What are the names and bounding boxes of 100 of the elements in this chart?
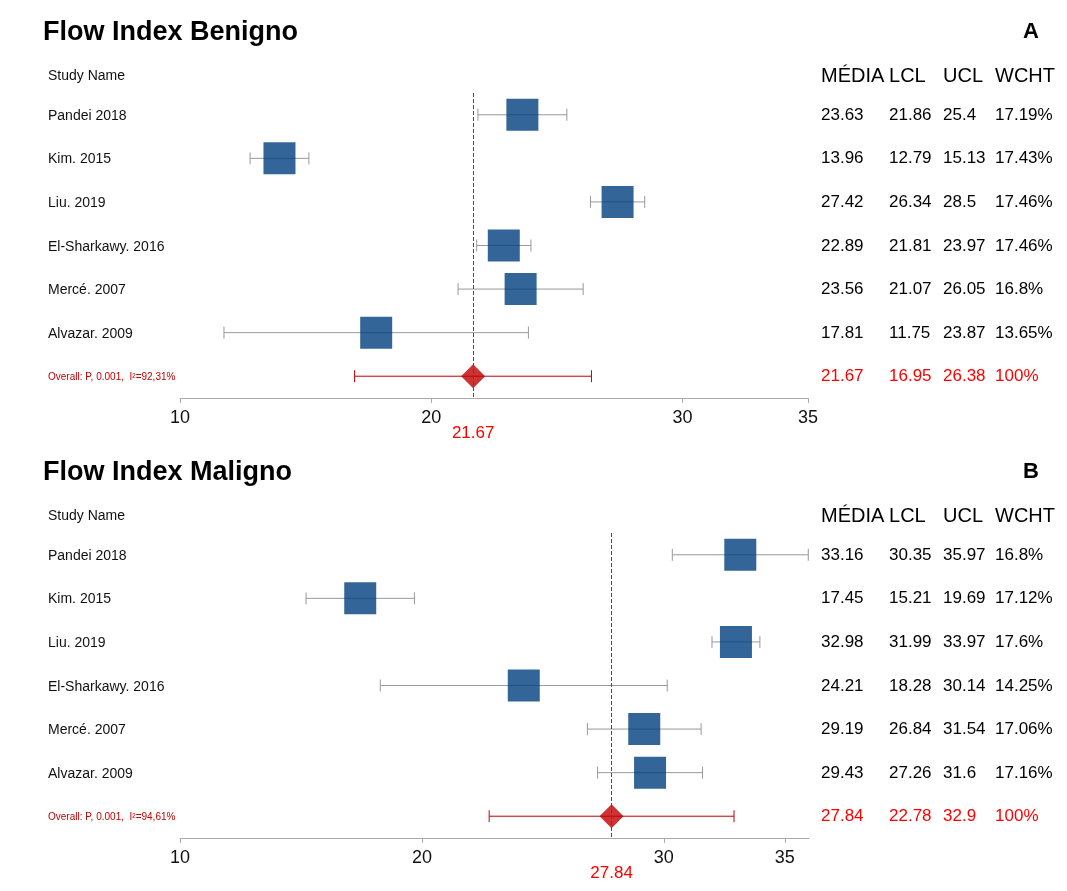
y-tick-label: Overall: P, 0.001, I²=92,31% (48, 370, 176, 382)
ref-line-label: 21.67 (451, 423, 495, 442)
text: A (1023, 18, 1039, 44)
category-label: UCL (943, 503, 984, 527)
text: 26.38 (943, 366, 986, 386)
text: 33.16 (821, 544, 864, 564)
text: 28.5 (943, 191, 977, 211)
text: 22.78 (889, 806, 932, 826)
y-tick-label: Kim. 2015 (48, 150, 112, 167)
text: 21.67 (821, 366, 864, 386)
category-label: MÉDIA (821, 503, 885, 527)
text: 27.26 (889, 762, 932, 782)
y-tick-label: Pandei 2018 (48, 106, 127, 123)
text: 22.89 (821, 235, 864, 255)
y-axis-title: Study Name (48, 507, 126, 523)
text: 33.97 (943, 631, 986, 651)
text: 13.65% (995, 322, 1053, 342)
text: 100% (995, 366, 1039, 386)
point (599, 804, 624, 829)
text: 32.98 (821, 631, 864, 651)
x-tick-label: 35 (797, 407, 818, 427)
text: 31.6 (943, 762, 977, 782)
text: 35.97 (943, 544, 986, 564)
text: 17.46% (995, 191, 1053, 211)
text: 21.07 (889, 279, 932, 299)
text: B (1023, 458, 1039, 484)
text: 17.45 (821, 588, 864, 608)
category-label: UCL (943, 63, 984, 87)
text: 30.35 (889, 544, 932, 564)
x-tick-label: 10 (169, 847, 191, 867)
y-tick-label: Pandei 2018 (48, 546, 127, 563)
chart-title: Flow Index Benigno (43, 15, 298, 46)
y-tick-label: Overall: P, 0.001, I²=94,61% (48, 810, 176, 822)
point (461, 364, 486, 389)
x-tick-label: 10 (169, 407, 191, 427)
text: 27.84 (821, 806, 864, 826)
text: 21.81 (889, 235, 932, 255)
y-tick-label: Alvazar. 2009 (48, 764, 134, 781)
text: 31.99 (889, 631, 932, 651)
text: 27.42 (821, 191, 864, 211)
text: 15.21 (889, 588, 932, 608)
text: 16.8% (995, 279, 1044, 299)
text: 26.34 (889, 191, 932, 211)
category-label: WCHT (995, 63, 1056, 87)
text: 21.86 (889, 104, 932, 124)
y-tick-label: Alvazar. 2009 (48, 324, 134, 341)
text: 17.46% (995, 235, 1053, 255)
text: 13.96 (821, 148, 864, 168)
text: 30.14 (943, 675, 986, 695)
point (724, 538, 757, 571)
point (506, 98, 539, 131)
y-tick-label: Kim. 2015 (48, 590, 112, 607)
point (628, 713, 661, 746)
text: 23.63 (821, 104, 864, 124)
point (263, 142, 296, 175)
y-tick-label: Mercé. 2007 (48, 281, 127, 298)
y-tick-label: Liu. 2019 (48, 633, 106, 650)
chart-title: Flow Index Maligno (43, 455, 292, 486)
x-tick-label: 30 (672, 407, 693, 427)
text: 29.43 (821, 762, 864, 782)
text: 16.95 (889, 366, 932, 386)
y-tick-label: El-Sharkawy. 2016 (48, 677, 165, 694)
text: 17.81 (821, 322, 864, 342)
text: 23.97 (943, 235, 986, 255)
text: 12.79 (889, 148, 932, 168)
text: 16.8% (995, 544, 1044, 564)
point (601, 185, 634, 218)
category-label: LCL (889, 63, 926, 87)
text: 23.87 (943, 322, 986, 342)
point (507, 669, 540, 702)
text: 15.13 (943, 148, 986, 168)
text: 26.84 (889, 719, 932, 739)
x-tick-label: 20 (421, 407, 442, 427)
point (634, 756, 667, 789)
text: 17.16% (995, 762, 1053, 782)
x-tick-label: 30 (653, 847, 674, 867)
y-tick-label: Liu. 2019 (48, 193, 106, 210)
text: 23.56 (821, 279, 864, 299)
text: 17.6% (995, 631, 1044, 651)
text: 26.05 (943, 279, 986, 299)
point (719, 625, 752, 658)
x-tick-label: 35 (774, 847, 795, 867)
text: 100% (995, 806, 1039, 826)
x-tick-label: 20 (411, 847, 432, 867)
y-tick-label: El-Sharkawy. 2016 (48, 237, 165, 254)
text: 31.54 (943, 719, 986, 739)
point (360, 316, 393, 349)
text: 18.28 (889, 675, 932, 695)
y-tick-label: Mercé. 2007 (48, 721, 127, 738)
category-label: WCHT (995, 503, 1056, 527)
text: 17.43% (995, 148, 1053, 168)
text: 11.75 (889, 322, 931, 342)
point (344, 582, 377, 615)
y-axis-title: Study Name (48, 67, 126, 83)
text: 17.06% (995, 719, 1053, 739)
text: 24.21 (821, 675, 864, 695)
text: 19.69 (943, 588, 986, 608)
text: 32.9 (943, 806, 977, 826)
text: 14.25% (995, 675, 1053, 695)
text: 17.19% (995, 104, 1053, 124)
